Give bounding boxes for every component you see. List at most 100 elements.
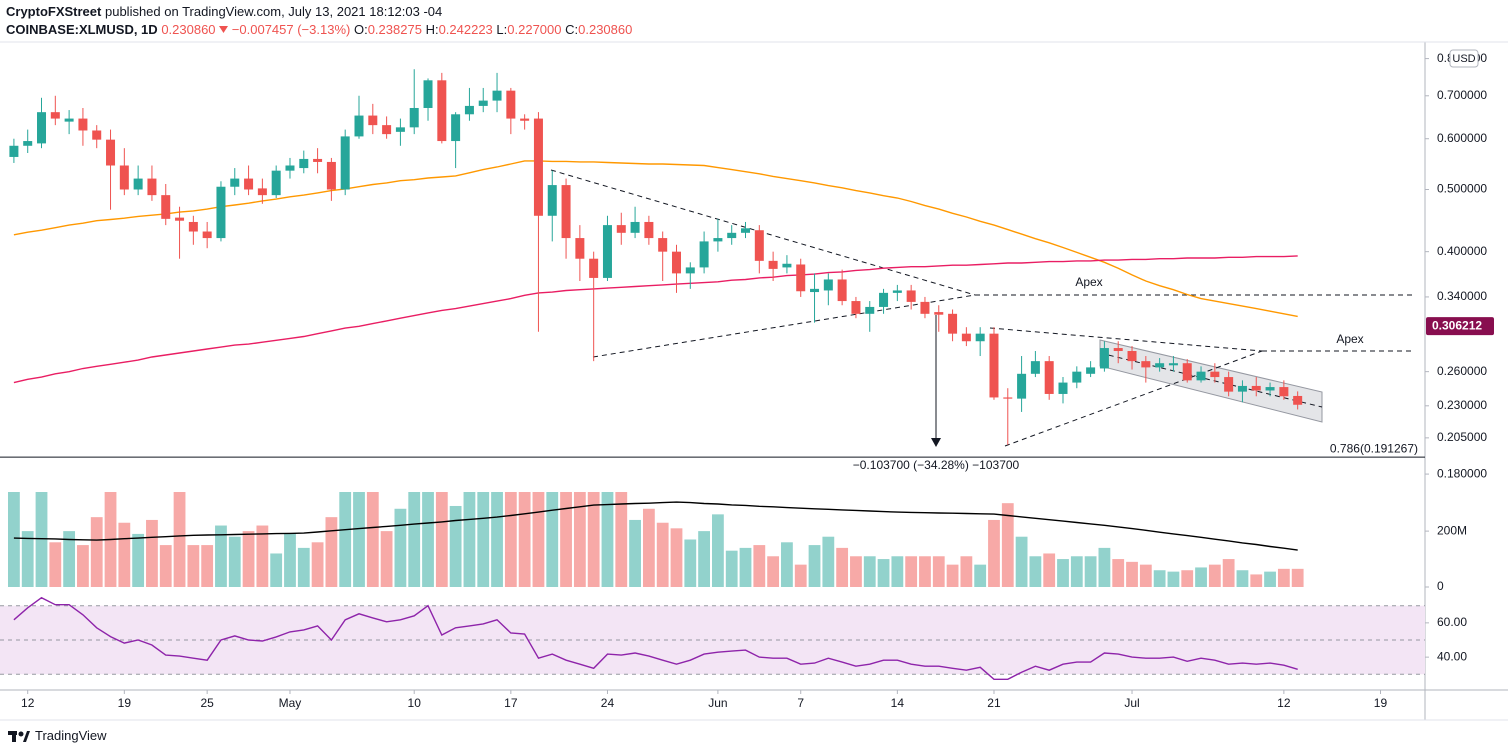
trendline bbox=[989, 327, 1263, 352]
volume-bar bbox=[504, 492, 517, 587]
volume-bar bbox=[1043, 553, 1056, 587]
candle-body bbox=[1058, 382, 1068, 394]
series-line bbox=[13, 160, 1298, 318]
y-tick-label: 0.500000 bbox=[1437, 182, 1487, 196]
candle-body bbox=[133, 178, 143, 190]
candle-body bbox=[961, 333, 971, 342]
candle-body bbox=[727, 232, 737, 239]
candle-body bbox=[119, 165, 129, 190]
volume-bar bbox=[49, 542, 62, 587]
volume-bar bbox=[739, 547, 752, 587]
volume-bar bbox=[836, 547, 849, 587]
volume-bar bbox=[794, 564, 807, 587]
x-tick-label: Jun bbox=[708, 696, 727, 710]
candle-body bbox=[1168, 363, 1178, 366]
candle-body bbox=[934, 312, 944, 315]
candle-body bbox=[1237, 385, 1247, 392]
candle-body bbox=[1113, 348, 1123, 352]
candle-body bbox=[644, 221, 654, 239]
currency[interactable]: USD bbox=[1452, 53, 1475, 65]
ohlc-label: O: bbox=[353, 22, 368, 37]
candle-body bbox=[285, 165, 295, 171]
candle-body bbox=[561, 185, 571, 239]
candle-body bbox=[37, 112, 47, 144]
candle-body bbox=[1086, 367, 1096, 374]
candle-body bbox=[464, 105, 474, 115]
volume-bar bbox=[1264, 571, 1276, 587]
candle-body bbox=[948, 313, 958, 334]
candle-body bbox=[1155, 363, 1165, 368]
candle-body bbox=[1251, 385, 1261, 391]
volume-bar bbox=[8, 492, 20, 587]
y-tick-label: 0.400000 bbox=[1437, 244, 1487, 258]
volume-bar bbox=[366, 492, 379, 587]
volume-bar bbox=[1195, 567, 1207, 587]
trendline bbox=[1004, 350, 1263, 447]
volume-bar bbox=[587, 492, 600, 587]
candle-body bbox=[589, 258, 599, 278]
volume-bar bbox=[1277, 568, 1290, 587]
volume-bar bbox=[325, 517, 338, 587]
volume-bar bbox=[615, 492, 628, 587]
volume-bar bbox=[339, 492, 352, 587]
candle-body bbox=[658, 238, 668, 252]
volume-bar bbox=[532, 492, 545, 587]
volume-bar bbox=[877, 559, 890, 587]
candle-body bbox=[851, 301, 861, 314]
candle-body bbox=[616, 225, 626, 233]
candle-body bbox=[1210, 371, 1220, 378]
channel-mid bbox=[1099, 352, 1323, 408]
candle-body bbox=[547, 185, 557, 216]
volume-bar bbox=[1208, 564, 1221, 587]
volume-bar bbox=[1153, 570, 1166, 587]
volume-bar bbox=[960, 556, 973, 587]
volume-bar bbox=[422, 492, 434, 587]
candle-body bbox=[50, 112, 60, 119]
candle-body bbox=[1182, 363, 1192, 381]
candle-body bbox=[478, 100, 488, 106]
candle-body bbox=[230, 178, 240, 187]
volume-bar bbox=[753, 545, 766, 587]
candle-body bbox=[271, 170, 281, 196]
volume-bar bbox=[1126, 561, 1138, 587]
candle-body bbox=[989, 333, 999, 398]
candle-body bbox=[920, 301, 930, 314]
volume-bar bbox=[642, 508, 655, 587]
published: published on TradingView.com, July 13, 2… bbox=[104, 4, 443, 19]
candle-body bbox=[768, 260, 778, 269]
y-tick-label: 0.600000 bbox=[1437, 131, 1487, 145]
candle-body bbox=[354, 115, 364, 137]
candle-body bbox=[382, 125, 392, 135]
volume-bar bbox=[518, 492, 531, 587]
x-tick-label: 24 bbox=[601, 696, 615, 710]
annotation: Apex bbox=[1336, 332, 1363, 346]
volume-bar bbox=[1084, 556, 1097, 587]
volume-bar bbox=[449, 505, 462, 587]
symbol: COINBASE:XLMUSD, 1D bbox=[6, 22, 158, 37]
x-tick-label: May bbox=[279, 696, 302, 710]
volume-bar bbox=[146, 519, 158, 587]
candle-body bbox=[1293, 395, 1303, 405]
x-tick-label: 21 bbox=[987, 696, 1001, 710]
series-line bbox=[13, 596, 1298, 680]
candle-body bbox=[257, 188, 267, 196]
x-tick-label: Jul bbox=[1124, 696, 1139, 710]
footer: TradingView bbox=[8, 728, 107, 743]
volume-bar bbox=[573, 492, 586, 587]
candle-body bbox=[533, 118, 543, 216]
volume-bar bbox=[380, 531, 393, 587]
change: −0.007457 (−3.13%) bbox=[231, 22, 351, 37]
candle-body bbox=[1030, 361, 1040, 374]
x-tick-label: 10 bbox=[408, 696, 422, 710]
candle-body bbox=[713, 238, 723, 242]
candle-body bbox=[188, 221, 198, 232]
candle-body bbox=[1127, 351, 1137, 362]
volume-bar bbox=[850, 556, 862, 587]
volume-bar bbox=[21, 531, 34, 587]
volume-pane bbox=[8, 492, 1304, 587]
currency-box[interactable] bbox=[1449, 49, 1479, 68]
candle-body bbox=[147, 178, 157, 196]
candle-body bbox=[92, 130, 102, 140]
